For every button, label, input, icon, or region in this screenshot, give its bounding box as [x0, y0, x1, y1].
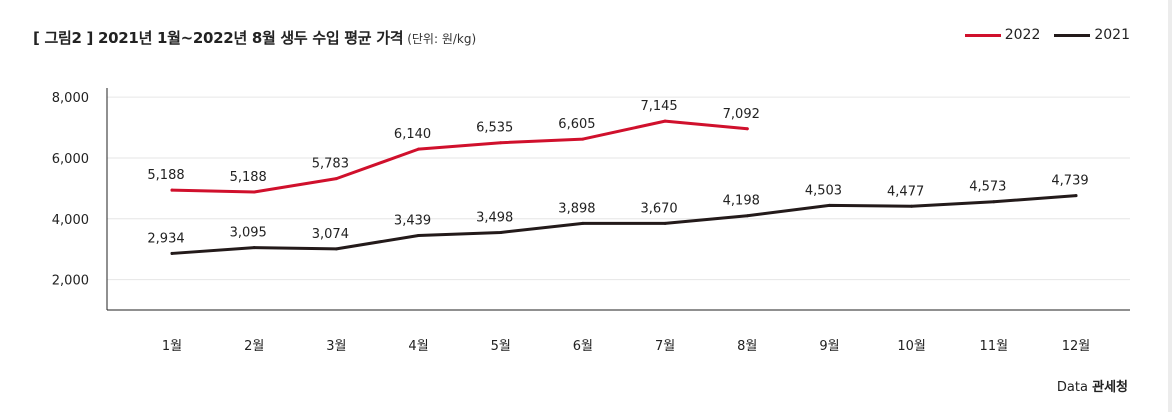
legend-swatch-2022	[964, 33, 1001, 37]
data-label-2021: 4,573	[969, 180, 1006, 195]
data-label-2021: 4,503	[805, 183, 842, 198]
source-name: 관세청	[1092, 380, 1128, 395]
data-point-2021	[581, 221, 585, 225]
data-point-2021	[417, 233, 421, 237]
x-tick-label: 10월	[897, 339, 926, 354]
data-label-2022: 5,783	[312, 157, 349, 172]
data-point-2022	[252, 190, 256, 194]
data-point-2021	[992, 200, 996, 204]
source-prefix: Data	[1056, 380, 1088, 395]
y-tick-label: 4,000	[52, 213, 89, 228]
data-label-2021: 3,439	[394, 213, 431, 228]
series-line-2022	[170, 119, 749, 194]
legend-item-2021: 2021	[1054, 27, 1130, 43]
data-point-2021	[663, 221, 667, 225]
legend-item-2022: 2022	[964, 27, 1041, 43]
data-label-2022: 7,145	[640, 99, 677, 114]
data-label-2022: 6,535	[476, 121, 513, 136]
x-tick-label: 11월	[980, 339, 1009, 354]
x-tick-label: 7월	[655, 339, 675, 354]
legend-swatch-2021	[1054, 33, 1091, 37]
data-point-2021	[252, 246, 256, 250]
data-point-2021	[170, 251, 174, 255]
right-edge-strip	[1168, 0, 1172, 412]
data-point-2021	[334, 247, 338, 251]
x-tick-label: 6월	[573, 339, 593, 354]
data-point-2021	[827, 203, 831, 207]
x-tick-label: 1월	[162, 339, 182, 354]
data-point-2021	[499, 230, 503, 234]
x-tick-label: 12월	[1062, 339, 1091, 354]
chart-title: [ 그림2 ] 2021년 1월~2022년 8월 생두 수입 평균 가격	[33, 29, 404, 47]
x-tick-label: 3월	[326, 339, 346, 354]
y-tick-label: 6,000	[52, 152, 89, 167]
x-tick-label: 2월	[244, 339, 264, 354]
y-tick-label: 2,000	[52, 274, 89, 289]
legend: 2022 2021	[951, 27, 1130, 43]
data-label-2021: 3,074	[312, 227, 349, 242]
data-source: Data 관세청	[1057, 376, 1128, 395]
data-point-2021	[910, 204, 914, 208]
y-tick-label: 8,000	[52, 91, 89, 106]
legend-label-2021: 2021	[1094, 27, 1130, 43]
data-label-2021: 3,498	[476, 210, 513, 225]
data-label-2022: 6,140	[394, 127, 431, 142]
x-tick-label: 4월	[408, 339, 428, 354]
x-tick-label: 9월	[819, 339, 839, 354]
x-tick-label: 8월	[737, 339, 757, 354]
data-label-2022: 5,188	[230, 170, 267, 185]
data-label-2021: 3,095	[230, 226, 267, 241]
data-label-2021: 4,477	[887, 184, 924, 199]
data-point-2022	[417, 147, 421, 151]
data-label-2022: 5,188	[147, 168, 184, 183]
legend-label-2022: 2022	[1004, 27, 1041, 43]
data-label-2021: 2,934	[147, 231, 184, 246]
data-label-2021: 3,670	[640, 201, 677, 216]
data-point-2021	[1074, 194, 1078, 198]
data-point-2022	[170, 188, 174, 192]
chart-title-block: [ 그림2 ] 2021년 1월~2022년 8월 생두 수입 평균 가격 (단위…	[33, 27, 476, 48]
data-label-2021: 4,739	[1051, 174, 1088, 189]
data-label-2021: 4,198	[723, 194, 760, 209]
data-label-2022: 6,605	[558, 117, 595, 132]
series-line-2021	[170, 194, 1078, 255]
unit-note: (단위: 원/kg)	[407, 32, 477, 46]
data-point-2022	[663, 119, 667, 123]
x-tick-label: 5월	[491, 339, 511, 354]
data-label-2022: 7,092	[723, 107, 760, 122]
data-point-2022	[745, 127, 749, 131]
data-point-2022	[334, 177, 338, 181]
data-point-2022	[581, 137, 585, 141]
data-point-2021	[745, 214, 749, 218]
data-point-2022	[499, 141, 503, 145]
data-label-2021: 3,898	[558, 201, 595, 216]
